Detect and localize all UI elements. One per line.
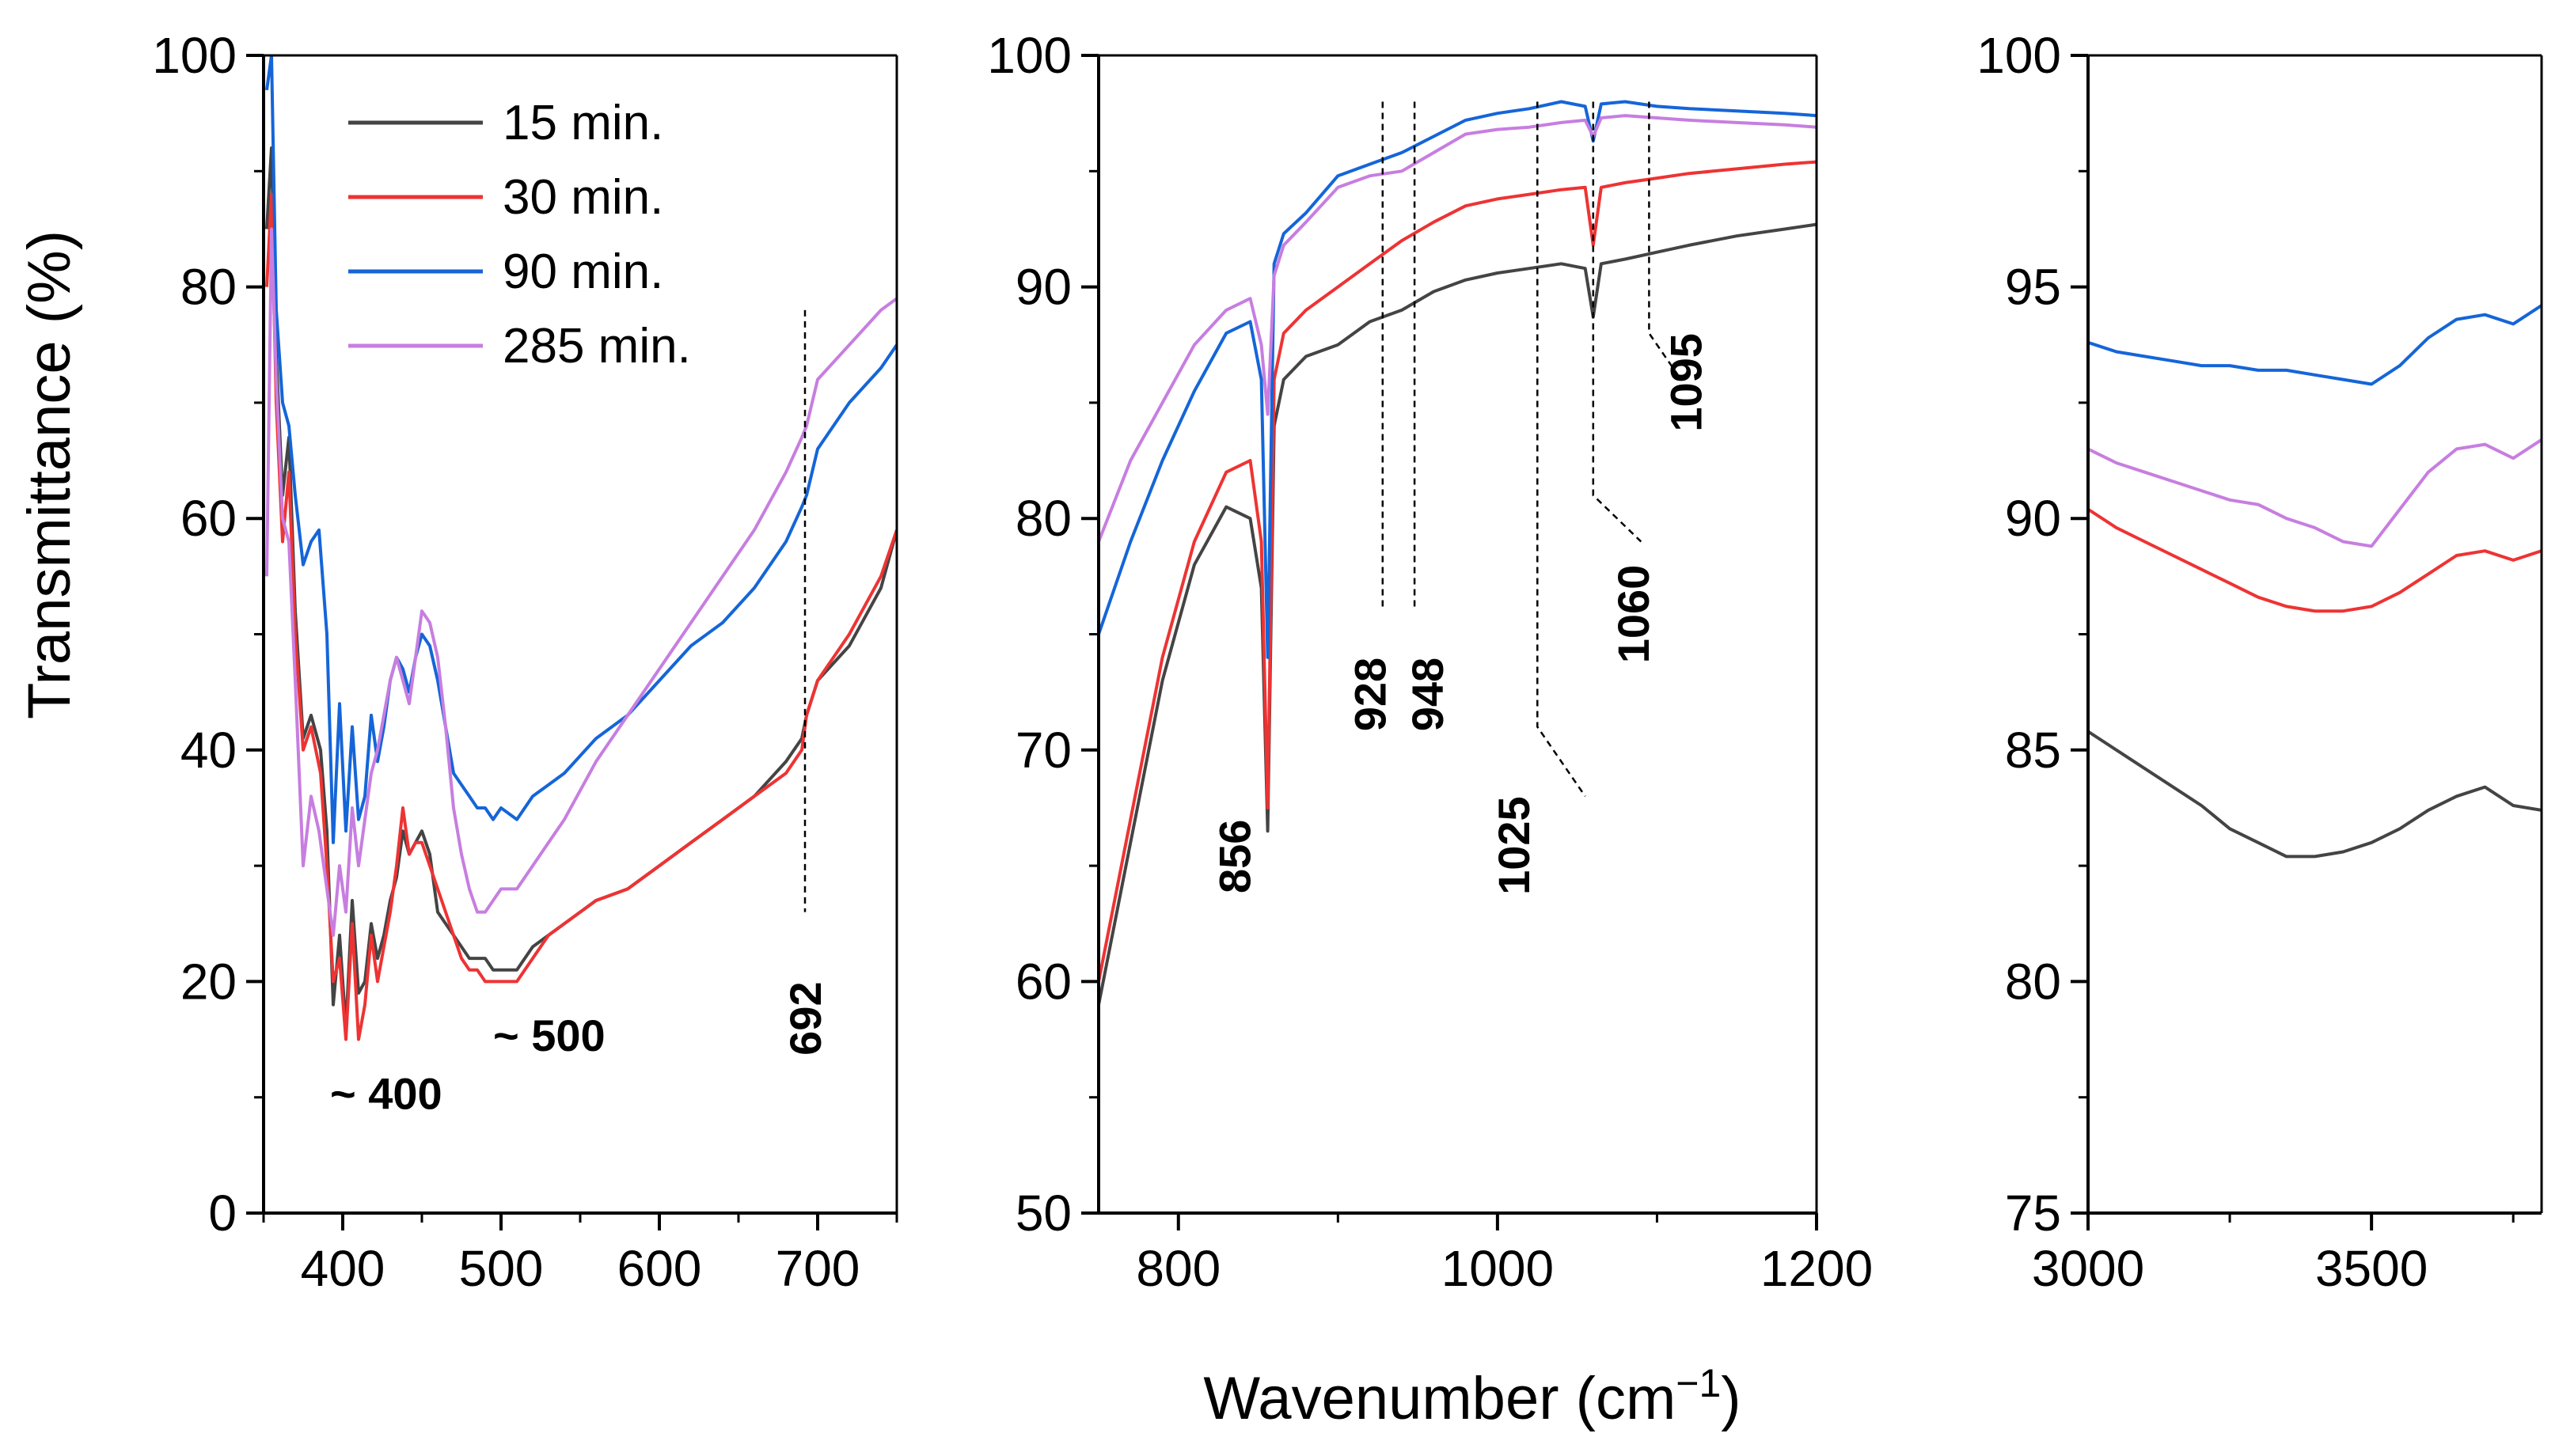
series-line-4 xyxy=(2088,438,2542,548)
y-tick-label: 100 xyxy=(1976,27,2061,84)
y-tick-label: 80 xyxy=(180,259,237,316)
x-tick-label: 1000 xyxy=(1441,1240,1554,1297)
y-tick-label: 90 xyxy=(2005,490,2061,547)
x-tick-label: 700 xyxy=(776,1240,860,1297)
legend-item: 285 min. xyxy=(348,319,691,373)
legend-item: 15 min. xyxy=(348,96,663,150)
y-tick-label: 100 xyxy=(152,27,237,84)
annotation-label: ~ 500 xyxy=(493,1010,606,1060)
series-line-3 xyxy=(265,55,897,844)
legend-item: 30 min. xyxy=(348,170,663,225)
legend-label: 90 min. xyxy=(503,245,663,299)
annotation-label: 1025 xyxy=(1489,796,1539,895)
annotation-label: 948 xyxy=(1403,658,1452,731)
annotation-line-6 xyxy=(1648,101,1682,381)
x-axis-title-superscript: −1 xyxy=(1676,1361,1721,1405)
series-line-1 xyxy=(1099,222,1817,1006)
panel-3: 75 80 85 90 95 100 3000 3500 xyxy=(1976,27,2543,1297)
x-tick-label: 600 xyxy=(617,1240,702,1297)
series-line-1 xyxy=(2088,730,2542,859)
legend-label: 15 min. xyxy=(503,96,663,150)
panel-3-series xyxy=(2088,304,2542,859)
y-tick-label: 70 xyxy=(1016,722,1072,779)
y-tick-label: 90 xyxy=(1016,259,1072,316)
x-axis-title: Wavenumber (cm−1) xyxy=(1203,1361,1741,1432)
legend: 15 min. 30 min. 90 min. 285 min. xyxy=(348,96,691,373)
y-tick-label: 0 xyxy=(208,1185,237,1242)
x-tick-label: 3500 xyxy=(2315,1240,2428,1297)
x-tick-label: 3000 xyxy=(2032,1240,2144,1297)
panel-1: ~ 400 ~ 500 692 0 20 40 60 80 100 400 500 600 700 xyxy=(152,27,898,1297)
annotation-label: 1095 xyxy=(1661,333,1711,432)
series-line-2 xyxy=(1099,160,1817,982)
y-tick-label: 100 xyxy=(987,27,1072,84)
y-tick-label: 60 xyxy=(180,490,237,547)
panel-1-series xyxy=(265,55,897,1041)
series-line-4 xyxy=(1099,114,1817,543)
legend-item: 90 min. xyxy=(348,245,663,299)
legend-label: 30 min. xyxy=(503,170,663,225)
annotation-line-4 xyxy=(1536,101,1586,798)
y-tick-label: 85 xyxy=(2005,722,2061,779)
y-tick-label: 60 xyxy=(1016,953,1072,1010)
x-tick-label: 800 xyxy=(1136,1240,1221,1297)
y-tick-label: 40 xyxy=(180,722,237,779)
x-tick-label: 500 xyxy=(459,1240,544,1297)
x-tick-label: 1200 xyxy=(1760,1240,1873,1297)
y-tick-label: 20 xyxy=(180,953,237,1010)
series-line-2 xyxy=(265,192,897,1041)
legend-label: 285 min. xyxy=(503,319,691,373)
series-line-4 xyxy=(265,227,897,937)
y-tick-label: 80 xyxy=(2005,953,2061,1010)
y-tick-label: 75 xyxy=(2005,1185,2061,1242)
annotation-label: 856 xyxy=(1209,820,1259,893)
panel-2-series xyxy=(1099,100,1817,1006)
x-axis-title-close: ) xyxy=(1721,1365,1741,1432)
annotation-label: ~ 400 xyxy=(330,1068,442,1118)
series-line-3 xyxy=(1099,100,1817,659)
y-tick-label: 80 xyxy=(1016,490,1072,547)
annotation-label: 1060 xyxy=(1608,565,1658,664)
series-line-2 xyxy=(2088,507,2542,613)
annotation-label: 692 xyxy=(780,981,830,1055)
panel-2: 856 928 948 1025 1060 1095 50 60 70 80 90 100 800 100… xyxy=(987,27,1873,1297)
annotation-label: 928 xyxy=(1346,658,1395,731)
series-line-3 xyxy=(2088,304,2542,386)
y-tick-label: 95 xyxy=(2005,259,2061,316)
annotation-line-5 xyxy=(1592,101,1642,543)
x-axis-title-text: Wavenumber (cm xyxy=(1203,1365,1676,1432)
y-tick-label: 50 xyxy=(1016,1185,1072,1242)
x-tick-label: 400 xyxy=(301,1240,385,1297)
y-axis-title: Transmittance (%) xyxy=(16,230,83,719)
